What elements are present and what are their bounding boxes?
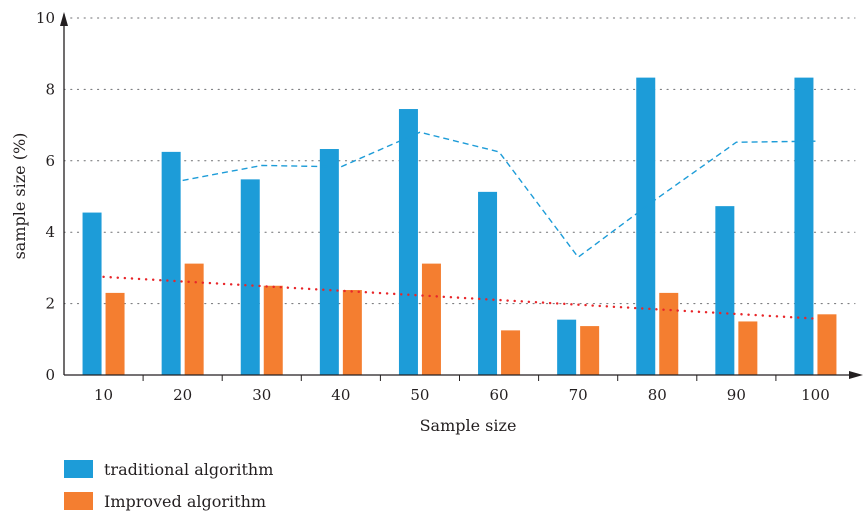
axes <box>60 12 863 381</box>
bars <box>82 77 837 375</box>
x-tick-label: 20 <box>173 386 192 404</box>
bar-improved <box>105 292 125 375</box>
bar-improved <box>263 285 283 375</box>
x-tick-label: 40 <box>331 386 350 404</box>
bar-improved <box>659 292 679 375</box>
x-axis-arrow <box>849 371 863 379</box>
bar-improved <box>421 263 441 375</box>
bar-traditional <box>161 151 181 375</box>
y-tick-label: 8 <box>45 80 55 98</box>
y-tick-label: 6 <box>45 152 55 170</box>
bar-improved <box>342 290 362 375</box>
legend-swatch-improved <box>64 492 93 510</box>
bar-improved <box>817 314 837 375</box>
bar-traditional <box>478 191 498 375</box>
x-tick-label: 50 <box>410 386 429 404</box>
bar-improved <box>580 326 600 375</box>
trendline-improved <box>102 275 817 320</box>
legend-label-traditional: traditional algorithm <box>104 459 274 479</box>
y-axis-arrow <box>60 12 68 26</box>
x-axis-title: Sample size <box>420 416 517 435</box>
bar-traditional <box>82 212 102 375</box>
x-tick-label: 80 <box>648 386 667 404</box>
bar-traditional <box>398 109 418 375</box>
legend-swatch-traditional <box>64 460 93 478</box>
bar-improved <box>501 330 521 375</box>
legend-item-improved: Improved algorithm <box>64 488 273 514</box>
x-tick-label: 90 <box>727 386 746 404</box>
trendline-traditional <box>182 131 816 259</box>
legend-item-traditional: traditional algorithm <box>64 456 273 482</box>
x-tick-label: 100 <box>801 386 830 404</box>
y-tick-labels: 0 2 4 6 8 10 <box>36 9 55 384</box>
x-tick-label: 10 <box>94 386 113 404</box>
x-tick-label: 70 <box>569 386 588 404</box>
bar-chart: 0 2 4 6 8 10 10 20 30 40 50 60 70 80 90 100 Sample siz… <box>10 9 863 435</box>
y-tick-label: 4 <box>45 223 55 241</box>
y-tick-label: 2 <box>45 295 55 313</box>
x-tick-label: 60 <box>490 386 509 404</box>
trendlines <box>102 131 817 320</box>
legend-label-improved: Improved algorithm <box>104 491 267 511</box>
bar-traditional <box>240 179 260 375</box>
bar-improved <box>738 321 758 375</box>
x-tick-labels: 10 20 30 40 50 60 70 80 90 100 <box>94 386 830 404</box>
bar-traditional <box>636 77 656 375</box>
gridlines <box>63 17 856 305</box>
bar-traditional <box>715 206 735 375</box>
y-tick-label: 0 <box>45 366 55 384</box>
y-axis-title: sample size (%) <box>10 133 29 260</box>
bar-traditional <box>794 77 814 375</box>
x-tick-label: 30 <box>252 386 271 404</box>
bar-traditional <box>319 149 339 375</box>
legend: traditional algorithm Improved algorithm <box>64 456 273 520</box>
bar-improved <box>184 263 204 375</box>
bar-traditional <box>557 319 577 375</box>
y-tick-label: 10 <box>36 9 55 27</box>
